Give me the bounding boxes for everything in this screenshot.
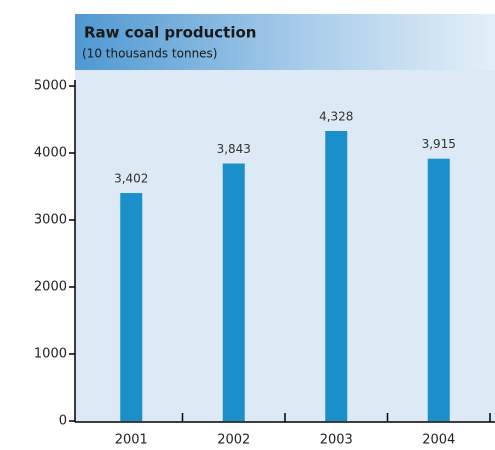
value-label: 3,843 xyxy=(217,142,251,156)
bar xyxy=(120,193,143,421)
header-band xyxy=(75,14,495,70)
value-label: 3,915 xyxy=(422,137,456,151)
y-tick-label: 3000 xyxy=(34,213,67,228)
plot-background xyxy=(75,70,495,422)
x-tick-label: 2003 xyxy=(320,433,353,448)
y-tick-label: 4000 xyxy=(34,146,67,161)
y-tick-label: 2000 xyxy=(34,280,67,295)
y-tick-label: 5000 xyxy=(34,79,67,94)
value-label: 3,402 xyxy=(114,172,148,186)
y-tick-label: 1000 xyxy=(34,347,67,362)
x-tick-label: 2004 xyxy=(422,433,455,448)
chart-title: Raw coal production xyxy=(84,24,256,42)
bar xyxy=(427,158,450,421)
bar xyxy=(325,131,348,422)
value-label: 4,328 xyxy=(319,110,353,124)
x-tick-label: 2001 xyxy=(115,433,148,448)
chart-subtitle: (10 thousands tonnes) xyxy=(82,47,218,61)
x-tick-label: 2002 xyxy=(217,433,250,448)
bar xyxy=(222,163,245,422)
y-tick-label: 0 xyxy=(59,414,67,429)
